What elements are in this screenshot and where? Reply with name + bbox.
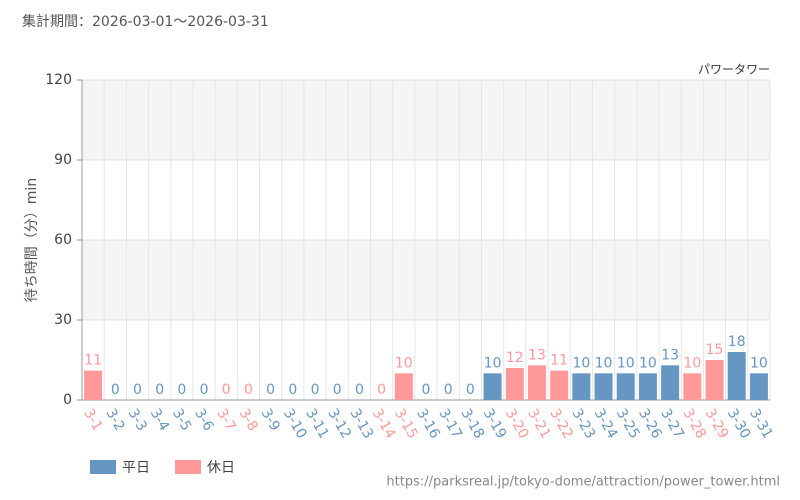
value-label: 0 xyxy=(466,382,475,398)
value-label: 0 xyxy=(444,382,453,398)
bar xyxy=(572,373,591,400)
value-label: 10 xyxy=(484,355,502,371)
value-label: 0 xyxy=(200,382,209,398)
x-tick-label: 3-7 xyxy=(213,406,238,434)
value-label: 10 xyxy=(595,355,613,371)
bar xyxy=(683,373,702,400)
y-tick-label: 120 xyxy=(45,72,72,88)
value-label: 0 xyxy=(133,382,142,398)
x-tick-label: 3-1 xyxy=(80,406,105,434)
value-label: 0 xyxy=(244,382,253,398)
x-tick-label: 3-8 xyxy=(236,406,261,434)
value-label: 0 xyxy=(377,382,386,398)
value-label: 0 xyxy=(111,382,120,398)
bar xyxy=(84,370,103,400)
value-label: 0 xyxy=(355,382,364,398)
source-url: https://parksreal.jp/tokyo-dome/attracti… xyxy=(386,475,780,490)
value-label: 10 xyxy=(683,355,701,371)
y-tick-label: 90 xyxy=(54,152,72,168)
value-label: 0 xyxy=(311,382,320,398)
value-label: 0 xyxy=(155,382,164,398)
value-label: 0 xyxy=(177,382,186,398)
value-label: 0 xyxy=(288,382,297,398)
bar xyxy=(727,352,746,400)
value-label: 18 xyxy=(728,334,746,350)
grid-band xyxy=(82,80,770,160)
bar xyxy=(505,368,524,400)
x-tick-label: 3-4 xyxy=(147,406,172,434)
value-label: 10 xyxy=(750,355,768,371)
value-label: 11 xyxy=(84,353,102,369)
value-label: 13 xyxy=(528,347,546,363)
value-label: 0 xyxy=(222,382,231,398)
value-label: 10 xyxy=(395,355,413,371)
y-tick-label: 30 xyxy=(54,312,72,328)
legend-swatch xyxy=(175,460,201,474)
value-label: 13 xyxy=(661,347,679,363)
value-label: 10 xyxy=(572,355,590,371)
value-label: 11 xyxy=(550,353,568,369)
bar xyxy=(483,373,502,400)
legend-label: 平日 xyxy=(122,460,150,476)
value-label: 15 xyxy=(706,342,724,358)
y-tick-label: 60 xyxy=(54,232,72,248)
bar xyxy=(705,360,724,400)
value-label: 0 xyxy=(333,382,342,398)
legend-swatch xyxy=(90,460,116,474)
x-tick-label: 3-6 xyxy=(191,406,216,434)
legend-label: 休日 xyxy=(207,460,235,476)
bar xyxy=(394,373,413,400)
bar xyxy=(638,373,657,400)
grid-band xyxy=(82,240,770,320)
x-tick-label: 3-5 xyxy=(169,406,194,434)
value-label: 12 xyxy=(506,350,524,366)
value-label: 10 xyxy=(617,355,635,371)
bar xyxy=(661,365,680,400)
bar xyxy=(527,365,546,400)
bar xyxy=(616,373,635,400)
x-tick-label: 3-9 xyxy=(258,406,283,434)
y-axis-label: 待ち時間（分）min xyxy=(24,178,40,302)
value-label: 0 xyxy=(422,382,431,398)
x-tick-label: 3-31 xyxy=(746,406,776,442)
y-tick-label: 0 xyxy=(63,392,72,408)
bar xyxy=(550,370,569,400)
x-tick-label: 3-2 xyxy=(102,406,127,434)
bar xyxy=(749,373,768,400)
bar xyxy=(594,373,613,400)
value-label: 0 xyxy=(266,382,275,398)
x-tick-label: 3-3 xyxy=(125,406,150,434)
chart-subtitle: パワータワー xyxy=(698,63,770,77)
value-label: 10 xyxy=(639,355,657,371)
chart-title: 集計期間：2026-03-01～2026-03-31 xyxy=(22,13,269,30)
